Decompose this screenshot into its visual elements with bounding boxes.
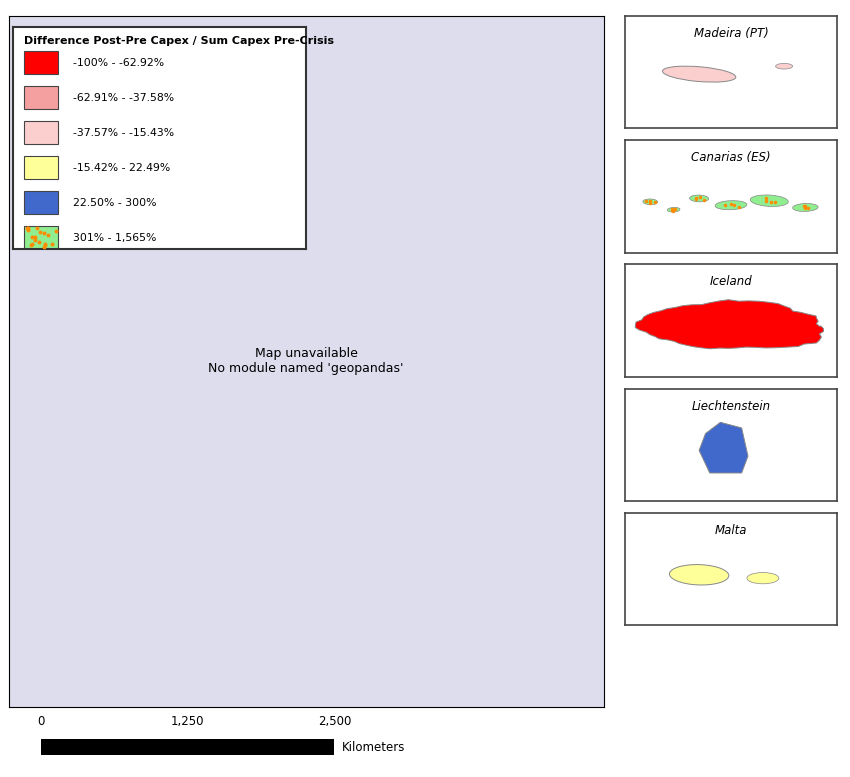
Bar — [41, 739, 334, 755]
Text: Malta: Malta — [715, 524, 747, 537]
Text: Liechtenstein: Liechtenstein — [691, 399, 771, 413]
FancyBboxPatch shape — [25, 86, 58, 110]
Ellipse shape — [715, 200, 747, 210]
Ellipse shape — [775, 64, 792, 69]
Polygon shape — [699, 423, 748, 473]
Text: Kilometers: Kilometers — [343, 740, 405, 754]
Ellipse shape — [643, 199, 658, 204]
Ellipse shape — [793, 204, 818, 211]
Ellipse shape — [670, 565, 728, 585]
Text: 22.50% - 300%: 22.50% - 300% — [73, 197, 156, 207]
Text: -15.42% - 22.49%: -15.42% - 22.49% — [73, 162, 170, 172]
Ellipse shape — [662, 66, 736, 82]
Polygon shape — [635, 300, 824, 349]
Text: -100% - -62.92%: -100% - -62.92% — [73, 57, 164, 68]
FancyBboxPatch shape — [25, 51, 58, 75]
Ellipse shape — [751, 195, 788, 207]
Ellipse shape — [667, 207, 680, 212]
Text: 2,500: 2,500 — [318, 715, 351, 728]
Ellipse shape — [747, 573, 779, 584]
Text: 1,250: 1,250 — [171, 715, 205, 728]
Text: Iceland: Iceland — [710, 275, 752, 288]
Text: 0: 0 — [37, 715, 45, 728]
Text: Madeira (PT): Madeira (PT) — [694, 26, 768, 40]
Text: -37.57% - -15.43%: -37.57% - -15.43% — [73, 127, 174, 138]
Text: Difference Post-Pre Capex / Sum Capex Pre-Crisis: Difference Post-Pre Capex / Sum Capex Pr… — [25, 36, 335, 46]
FancyBboxPatch shape — [25, 226, 58, 249]
Ellipse shape — [689, 195, 709, 202]
FancyBboxPatch shape — [25, 191, 58, 214]
Text: Canarias (ES): Canarias (ES) — [691, 151, 771, 164]
FancyBboxPatch shape — [25, 156, 58, 179]
Text: Map unavailable
No module named 'geopandas': Map unavailable No module named 'geopand… — [208, 347, 404, 375]
Text: 301% - 1,565%: 301% - 1,565% — [73, 232, 156, 242]
Text: -62.91% - -37.58%: -62.91% - -37.58% — [73, 92, 174, 103]
FancyBboxPatch shape — [25, 121, 58, 145]
